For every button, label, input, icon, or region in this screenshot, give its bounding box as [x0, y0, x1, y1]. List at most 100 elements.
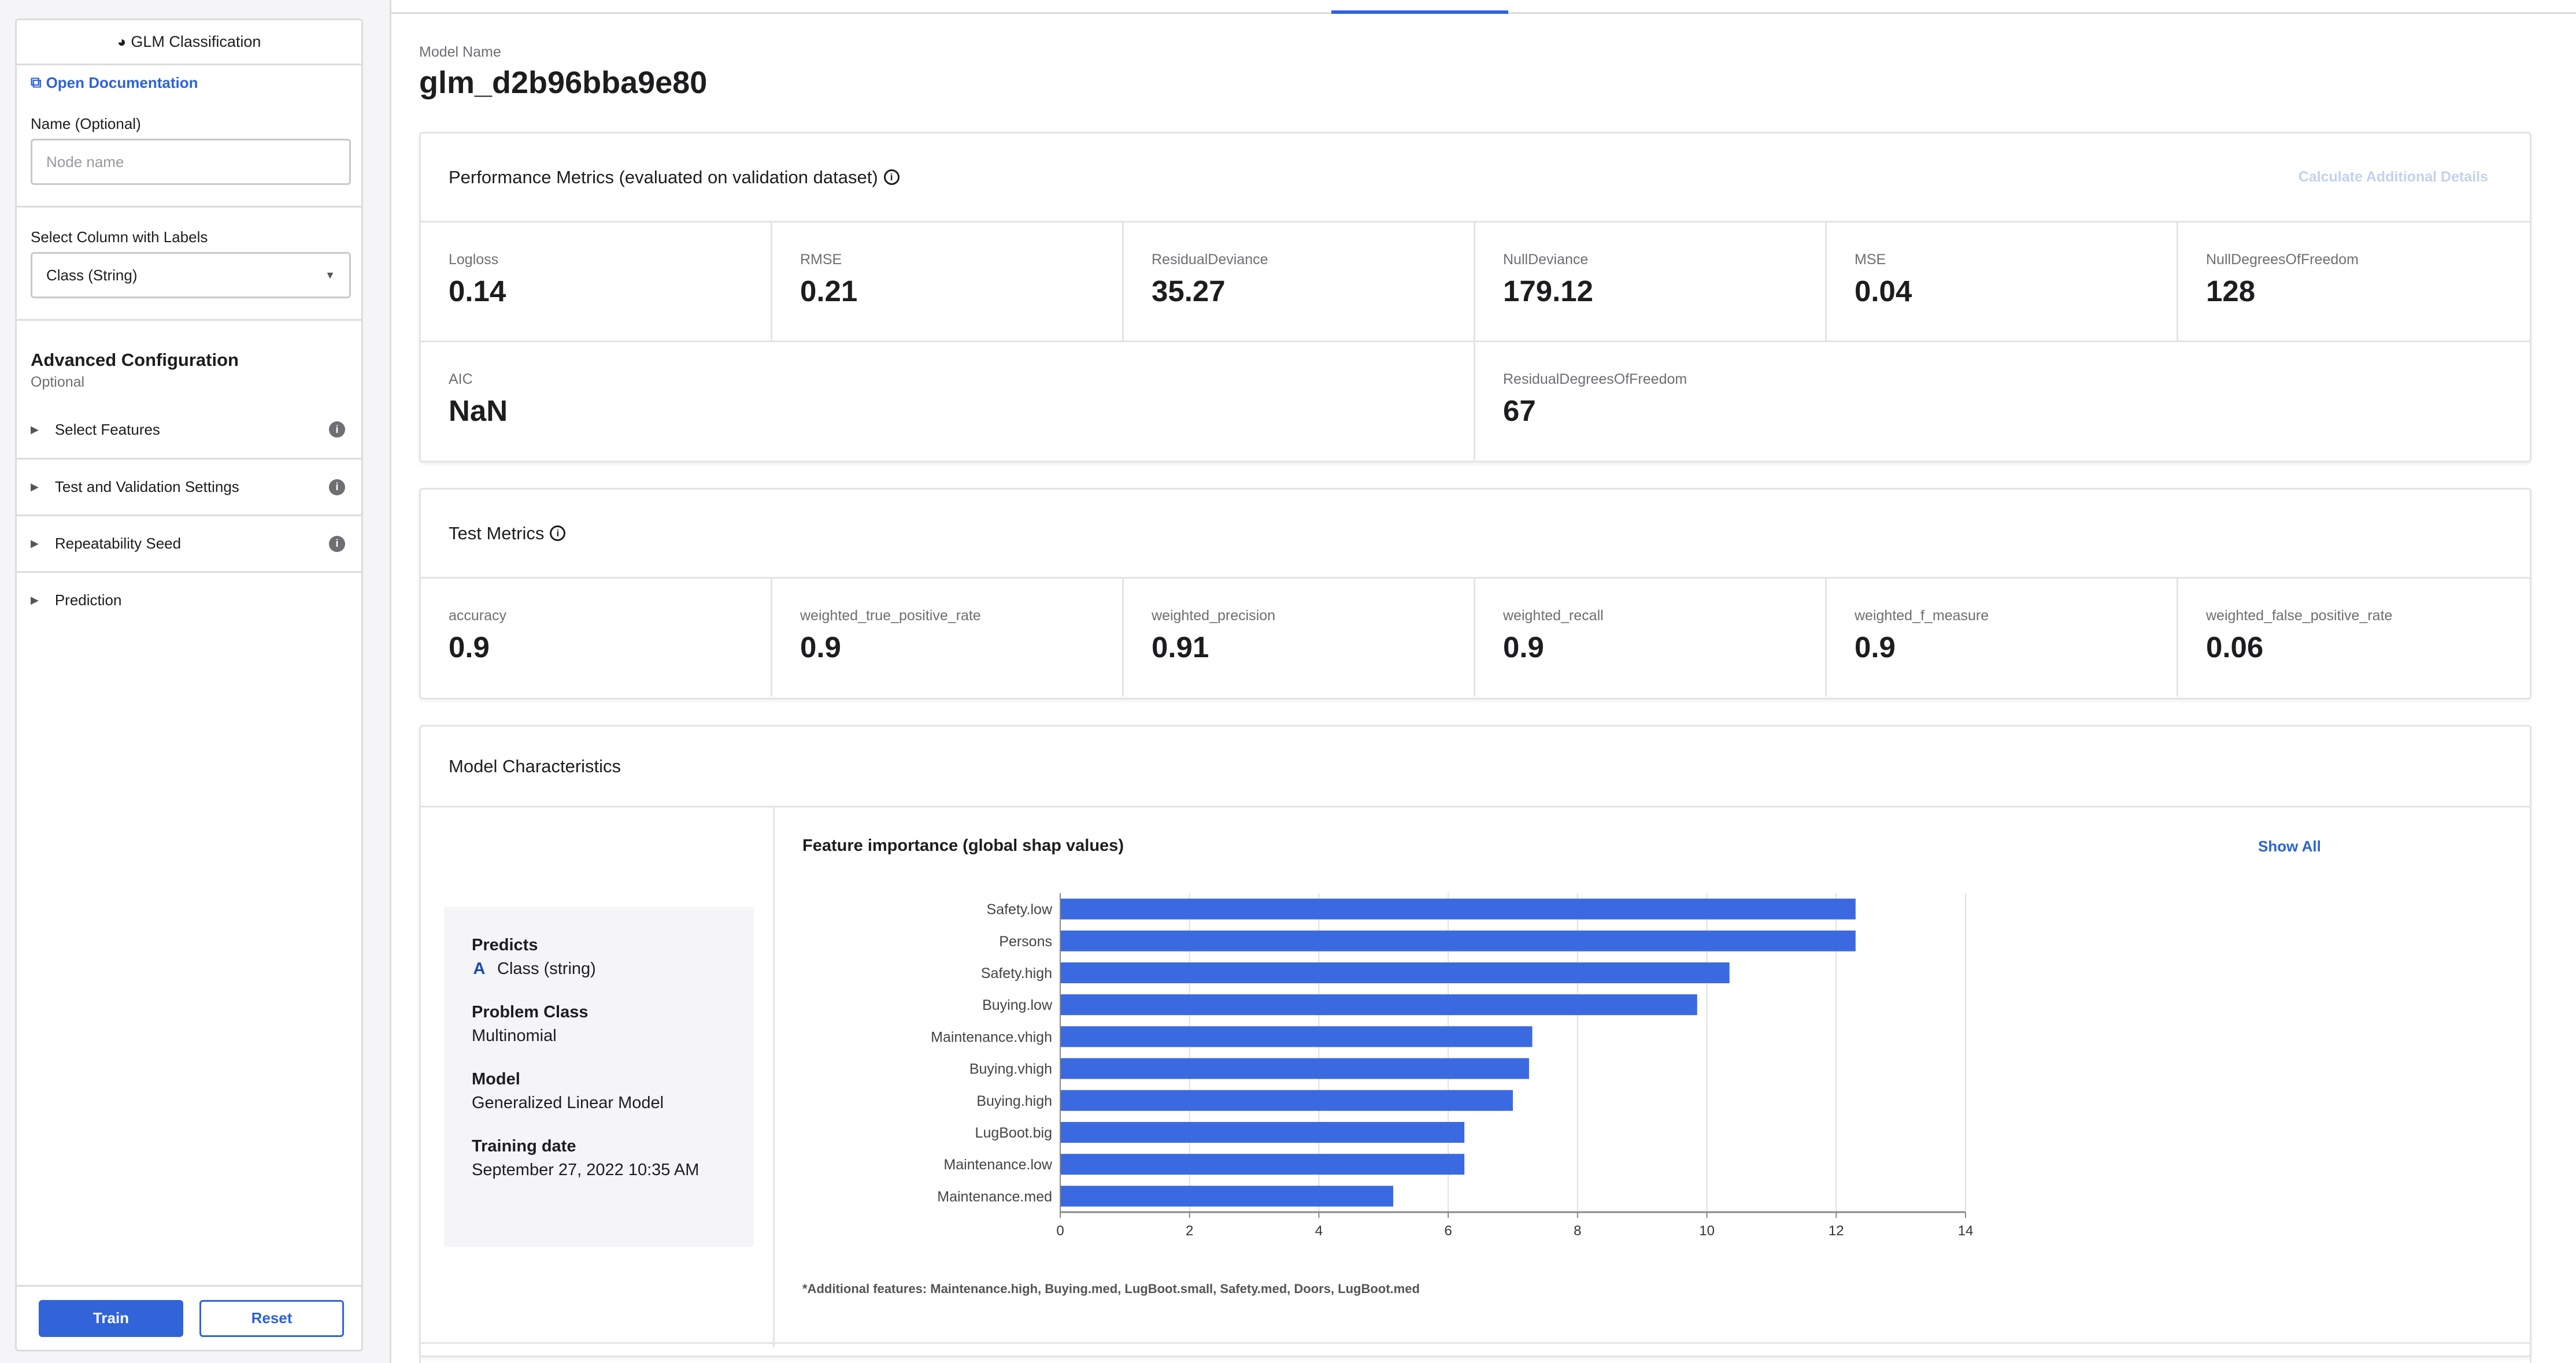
metric-label: NullDeviance	[1503, 251, 1589, 268]
test-metrics-header: Test Metrics i	[421, 490, 2530, 579]
metric-value: 0.9	[800, 631, 841, 664]
metric-label: accuracy	[449, 608, 507, 624]
metric-row: accuracy 0.9 weighted_true_positive_rate 0…	[421, 579, 2530, 697]
x-tick-label: 10	[1699, 1223, 1715, 1239]
info-icon[interactable]: i	[329, 479, 345, 495]
y-category-label: LugBoot.big	[975, 1125, 1052, 1141]
label-column-select[interactable]: Class (String) ▼	[31, 252, 351, 298]
accordion-label: Select Features	[54, 420, 160, 438]
node-type-icon: ◕	[117, 33, 127, 50]
reset-button[interactable]: Reset	[199, 1299, 344, 1337]
y-category-label: Maintenance.med	[937, 1188, 1052, 1205]
x-tick-label: 12	[1829, 1223, 1844, 1239]
info-icon[interactable]: i	[550, 525, 566, 541]
model-characteristics-header: Model Characteristics	[421, 727, 2530, 808]
bar-maintenance-med	[1060, 1186, 1394, 1207]
metric-weighted-recall: weighted_recall 0.9	[1475, 579, 1827, 697]
accordion-repeatability-seed[interactable]: ▶ Repeatability Seed i	[17, 514, 361, 571]
test-metrics-card: Test Metrics i accuracy 0.9 weighted_true…	[419, 488, 2531, 699]
y-category-label: Safety.low	[987, 902, 1053, 918]
y-category-label: Maintenance.low	[943, 1157, 1053, 1173]
model-characteristics-title: Model Characteristics	[449, 755, 621, 776]
feature-importance-chart: 0 2 4 6 8 10 12 14 Safety.low Persons Safety.high B…	[931, 893, 1974, 1239]
metric-accuracy: accuracy 0.9	[421, 579, 772, 697]
x-tick-label: 4	[1315, 1223, 1323, 1239]
problem-class-title: Problem Class	[472, 1003, 589, 1021]
metric-value: 0.9	[449, 631, 490, 664]
active-tab-indicator	[1331, 10, 1508, 14]
bar-buying-low	[1060, 994, 1697, 1016]
metric-value: 0.91	[1152, 631, 1209, 664]
metric-label: weighted_false_positive_rate	[2206, 608, 2393, 624]
feature-importance-panel: Feature importance (global shap values) …	[775, 808, 2530, 1347]
metric-null-dof: NullDegreesOfFreedom 128	[2178, 223, 2530, 340]
show-all-link[interactable]: Show All	[2258, 838, 2321, 855]
metric-label: ResidualDegreesOfFreedom	[1503, 371, 1687, 387]
metric-weighted-precision: weighted_precision 0.91	[1124, 579, 1475, 697]
caret-right-icon: ▶	[31, 594, 39, 606]
performance-metrics-header: Performance Metrics (evaluated on valida…	[421, 134, 2530, 223]
x-tick-label: 14	[1958, 1223, 1974, 1239]
next-card	[419, 1342, 2531, 1363]
model-name-label: Model Name	[419, 44, 501, 60]
metric-value: 0.9	[1855, 631, 1896, 664]
caret-right-icon: ▶	[31, 423, 39, 435]
accordion-test-validation[interactable]: ▶ Test and Validation Settings i	[17, 458, 361, 514]
node-name-input[interactable]	[31, 139, 351, 185]
metric-value: 128	[2206, 275, 2256, 308]
caret-right-icon: ▶	[31, 538, 39, 549]
model-type-value: Generalized Linear Model	[472, 1094, 664, 1112]
train-button[interactable]: Train	[39, 1299, 183, 1337]
info-icon[interactable]: i	[883, 169, 900, 185]
label-column-field-label: Select Column with Labels	[31, 228, 208, 246]
metric-label: weighted_true_positive_rate	[800, 608, 981, 624]
model-characteristics-body: Predicts A Class (string) Problem Class M…	[421, 808, 2530, 1347]
x-tick-label: 2	[1186, 1223, 1193, 1239]
predicts-value: Class (string)	[497, 960, 596, 978]
model-characteristics-card: Model Characteristics Predicts A Class (s…	[419, 725, 2531, 1357]
metric-label: weighted_recall	[1503, 608, 1604, 624]
info-icon[interactable]: i	[329, 421, 345, 438]
metric-value: 0.9	[1503, 631, 1544, 664]
x-tick-label: 0	[1056, 1223, 1064, 1239]
metric-residual-deviance: ResidualDeviance 35.27	[1124, 223, 1475, 340]
bar-lugboot-big	[1060, 1122, 1465, 1143]
metric-label: AIC	[449, 371, 473, 387]
sidebar: ◕ GLM Classification ⧉ Open Documentatio…	[15, 18, 363, 1351]
bar-buying-vhigh	[1060, 1058, 1529, 1079]
calculate-details-link[interactable]: Calculate Additional Details	[2298, 169, 2488, 185]
accordion-select-features[interactable]: ▶ Select Features i	[17, 401, 361, 458]
model-summary-box: Predicts A Class (string) Problem Class M…	[444, 907, 754, 1247]
advanced-config-title: Advanced Configuration	[31, 350, 239, 370]
main-panel: Model Name glm_d2b96bba9e80 Performance …	[390, 0, 2576, 1363]
test-metrics-title: Test Metrics	[449, 523, 545, 543]
metric-label: RMSE	[800, 251, 842, 268]
problem-class-value: Multinomial	[472, 1027, 557, 1045]
training-date-value: September 27, 2022 10:35 AM	[472, 1161, 699, 1179]
y-category-label: Persons	[999, 934, 1052, 950]
metric-weighted-f-measure: weighted_f_measure 0.9	[1827, 579, 2178, 697]
metric-value: 35.27	[1152, 275, 1226, 308]
sidebar-divider	[17, 319, 361, 321]
sidebar-footer: Train Reset	[17, 1285, 361, 1350]
y-category-label: Maintenance.vhigh	[931, 1029, 1052, 1045]
model-summary-panel: Predicts A Class (string) Problem Class M…	[421, 808, 775, 1347]
bar-safety-low	[1060, 898, 1856, 920]
metric-rmse: RMSE 0.21	[772, 223, 1124, 340]
predicts-value-row: A Class (string)	[472, 960, 754, 979]
label-column-value: Class (String)	[46, 266, 138, 284]
metric-value: 179.12	[1503, 275, 1593, 308]
bar-maintenance-vhigh	[1060, 1026, 1533, 1047]
accordion-label: Prediction	[54, 591, 122, 609]
metric-null-deviance: NullDeviance 179.12	[1475, 223, 1827, 340]
info-icon[interactable]: i	[329, 535, 345, 552]
metric-weighted-fpr: weighted_false_positive_rate 0.06	[2178, 579, 2530, 697]
metric-row: Logloss 0.14 RMSE 0.21 ResidualDeviance 35.…	[421, 223, 2530, 342]
bar-buying-high	[1060, 1090, 1513, 1111]
accordion-prediction[interactable]: ▶ Prediction	[17, 571, 361, 628]
metric-value: NaN	[449, 394, 508, 427]
open-documentation-link[interactable]: ⧉ Open Documentation	[17, 65, 361, 100]
x-tick-label: 8	[1574, 1223, 1581, 1239]
metric-logloss: Logloss 0.14	[421, 223, 772, 340]
open-documentation-label: Open Documentation	[46, 73, 198, 91]
